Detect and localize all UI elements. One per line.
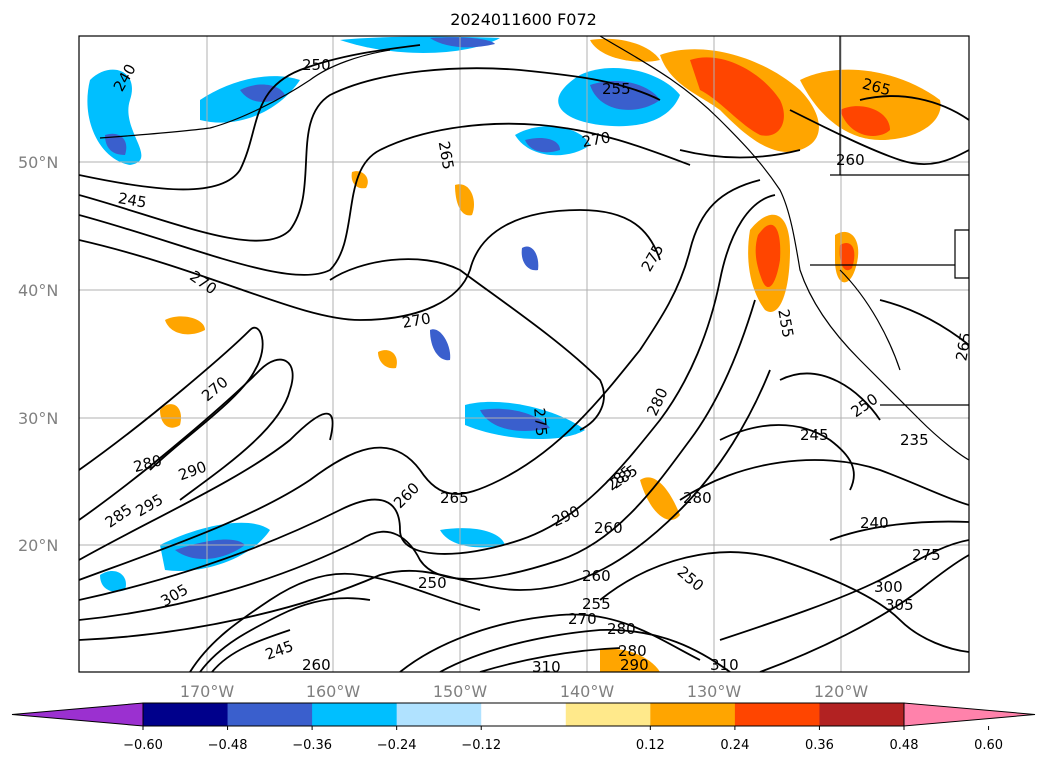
colorbar-frame (142, 702, 905, 727)
contour-lines (79, 44, 969, 672)
shade-region-red (840, 106, 890, 136)
shade-region-cyan (100, 570, 126, 592)
contour-label: 260 (302, 656, 331, 674)
shade-region-blue (590, 80, 660, 110)
colorbar-tick-label: −0.24 (377, 738, 417, 753)
colorbar-segment (819, 703, 905, 726)
colorbar-tick-label: 0.24 (720, 738, 749, 753)
map-title: 2024011600 F072 (450, 10, 597, 29)
contour-label: 250 (418, 574, 447, 592)
colorbar-tick-label: 0.48 (890, 738, 919, 753)
contour-label: 280 (607, 620, 636, 638)
contour-label: 290 (620, 656, 649, 674)
shade-region-red (839, 242, 855, 271)
contour-label: 255 (774, 308, 797, 339)
colorbar-segment (650, 703, 736, 726)
contour-label: 270 (568, 610, 597, 628)
contour-label: 235 (900, 431, 929, 449)
contour-label: 265 (952, 331, 975, 362)
colorbar-segment (565, 703, 651, 726)
shade-region-orange (640, 477, 680, 520)
contour-label: 265 (435, 140, 458, 171)
contour-label: 275 (530, 407, 550, 437)
shade-region-orange (165, 316, 205, 335)
shade-region-orange (160, 404, 181, 428)
colorbar-tick-label: −0.36 (292, 738, 332, 753)
contour-label: 280 (618, 642, 647, 660)
colorbar-tick-label: −0.48 (208, 738, 248, 753)
contour-label: 260 (594, 519, 623, 537)
shade-region-cyan (87, 69, 142, 165)
colorbar-segment (312, 703, 398, 726)
lon-label: 160°W (306, 682, 361, 701)
shade-region-blue (525, 138, 560, 153)
shade-region-orange (600, 648, 660, 672)
contour-label: 270 (401, 309, 432, 332)
shade-region-red (755, 224, 781, 288)
shade-region-blue (430, 37, 495, 48)
lon-label: 120°W (814, 682, 869, 701)
colorbar-extend-min (11, 702, 144, 727)
colorbar-tick-label: −0.60 (123, 738, 163, 753)
colorbar-segment (481, 703, 567, 726)
contour-label: 240 (860, 514, 889, 532)
lon-label: 140°W (560, 682, 615, 701)
contour-label: 255 (582, 595, 611, 613)
contour-label: 305 (885, 596, 914, 614)
lon-label: 170°W (180, 682, 235, 701)
lat-label: 20°N (18, 536, 58, 555)
shade-region-blue (240, 84, 285, 102)
shade-region-blue (480, 408, 550, 431)
map-gridlines (79, 36, 969, 672)
colorbar-segment (396, 703, 482, 726)
contour-label: 310 (532, 658, 561, 676)
shade-region-orange (800, 69, 941, 140)
contour-label: 300 (874, 578, 903, 596)
colorbar-segment (143, 703, 229, 726)
colorbar-tick-label: 0.60 (974, 738, 1003, 753)
latitude-labels: 50°N 40°N 30°N 20°N (18, 153, 58, 555)
lon-label: 130°W (687, 682, 742, 701)
map-frame (78, 35, 970, 673)
colorbar-segment (227, 703, 313, 726)
lat-label: 40°N (18, 281, 58, 300)
lat-label: 50°N (18, 153, 58, 172)
coastlines (99, 36, 969, 461)
lat-label: 30°N (18, 409, 58, 428)
contour-label: 245 (800, 426, 829, 444)
colorbar-tick-label: 0.12 (636, 738, 665, 753)
contour-label: 270 (581, 128, 612, 151)
contour-label: 260 (836, 151, 865, 169)
lon-label: 150°W (433, 682, 488, 701)
colorbar: −0.60 −0.48 −0.36 −0.24 −0.12 0.12 0.24 0.36 0.4… (11, 702, 1036, 753)
map-plot: 240 250 255 270 265 260 265 245 275 270 … (79, 36, 975, 676)
shade-region-cyan (440, 528, 505, 548)
colorbar-tick-label: 0.36 (805, 738, 834, 753)
contour-label: 265 (440, 489, 469, 507)
shade-region-red (690, 57, 784, 136)
shaded-fields (87, 36, 941, 672)
contour-label: 275 (912, 546, 941, 564)
contour-label: 250 (302, 56, 331, 74)
longitude-labels: 170°W 160°W 150°W 140°W 130°W 120°W (180, 682, 869, 701)
contour-label: 245 (117, 189, 148, 212)
colorbar-segment (734, 703, 820, 726)
colorbar-tick-label: −0.12 (461, 738, 501, 753)
shade-region-blue (105, 133, 127, 155)
shade-region-blue (175, 539, 245, 560)
contour-label: 260 (582, 567, 611, 585)
colorbar-extend-max (903, 702, 1036, 727)
shade-region-orange (378, 350, 397, 369)
shade-region-blue (521, 246, 539, 271)
contour-label: 280 (683, 489, 712, 507)
shade-region-blue (430, 329, 451, 361)
contour-label: 255 (602, 80, 631, 98)
contour-label: 310 (710, 656, 739, 674)
